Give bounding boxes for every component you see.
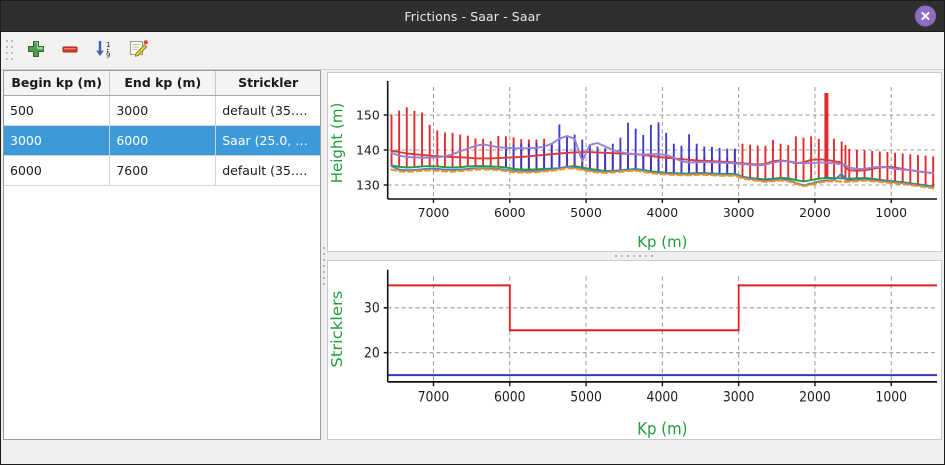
- edit-button[interactable]: [121, 36, 155, 66]
- cell-strickler[interactable]: default (35.0, …: [215, 155, 320, 186]
- add-row-button[interactable]: [19, 36, 53, 66]
- svg-text:3000: 3000: [723, 205, 755, 220]
- svg-text:3000: 3000: [723, 390, 755, 406]
- height-profile-chart[interactable]: 130 140 150 7000 6000 5000 4000 3000 2000 1000 Kp …: [327, 72, 942, 252]
- splitter-grip: [614, 255, 655, 257]
- charts-panel: 130 140 150 7000 6000 5000 4000 3000 2000 1000 Kp …: [327, 70, 944, 464]
- toolbar: 1 9: [1, 32, 944, 70]
- frictions-table-panel: Begin kp (m) End kp (m) Strickler 500 30…: [1, 70, 321, 464]
- svg-text:6000: 6000: [494, 205, 526, 220]
- cell-begin-kp[interactable]: 6000: [4, 155, 111, 186]
- cell-end-kp[interactable]: 7600: [109, 155, 217, 186]
- svg-text:6000: 6000: [494, 390, 526, 406]
- svg-text:1000: 1000: [875, 205, 907, 220]
- title-bar: Frictions - Saar - Saar: [1, 1, 944, 32]
- svg-text:140: 140: [356, 142, 380, 157]
- toolbar-drag-handle[interactable]: [5, 38, 14, 63]
- close-icon[interactable]: [915, 5, 936, 27]
- table-row[interactable]: 6000 7600 default (35.0, …: [4, 155, 320, 186]
- svg-text:20: 20: [364, 346, 380, 362]
- cell-begin-kp[interactable]: 500: [4, 95, 111, 126]
- cell-begin-kp[interactable]: 3000: [4, 125, 111, 156]
- frictions-table: Begin kp (m) End kp (m) Strickler 500 30…: [4, 71, 320, 186]
- svg-text:Kp (m): Kp (m): [637, 419, 687, 439]
- svg-text:5000: 5000: [570, 205, 602, 220]
- edit-document-icon: [127, 38, 149, 64]
- svg-text:1000: 1000: [875, 390, 907, 406]
- cell-end-kp[interactable]: 3000: [109, 95, 217, 126]
- svg-text:4000: 4000: [647, 205, 679, 220]
- svg-text:30: 30: [364, 301, 380, 317]
- svg-text:Stricklers: Stricklers: [328, 291, 346, 368]
- cell-strickler[interactable]: Saar (25.0, 15.0): [215, 125, 320, 156]
- vertical-splitter[interactable]: [321, 70, 327, 464]
- plus-icon: [26, 39, 46, 63]
- remove-row-button[interactable]: [53, 36, 87, 66]
- cell-strickler[interactable]: default (35.0, …: [215, 95, 320, 126]
- svg-text:130: 130: [356, 177, 380, 192]
- svg-text:2000: 2000: [799, 390, 831, 406]
- column-header-end-kp[interactable]: End kp (m): [109, 71, 217, 96]
- svg-text:1: 1: [106, 41, 110, 49]
- minus-icon: [60, 39, 80, 63]
- frictions-table-frame: Begin kp (m) End kp (m) Strickler 500 30…: [3, 70, 321, 440]
- svg-text:Height (m): Height (m): [328, 103, 346, 184]
- svg-text:Kp (m): Kp (m): [637, 233, 687, 251]
- svg-text:7000: 7000: [418, 205, 450, 220]
- table-header-row: Begin kp (m) End kp (m) Strickler: [4, 71, 320, 96]
- svg-text:7000: 7000: [418, 390, 450, 406]
- svg-text:2000: 2000: [799, 205, 831, 220]
- column-header-begin-kp[interactable]: Begin kp (m): [4, 71, 111, 96]
- sort-descending-icon: 1 9: [93, 38, 115, 64]
- main-body: Begin kp (m) End kp (m) Strickler 500 30…: [1, 70, 944, 464]
- column-header-strickler[interactable]: Strickler: [215, 71, 320, 96]
- table-row[interactable]: 500 3000 default (35.0, …: [4, 95, 320, 126]
- svg-text:150: 150: [356, 107, 380, 122]
- cell-end-kp[interactable]: 6000: [109, 125, 217, 156]
- sort-button[interactable]: 1 9: [87, 36, 121, 66]
- svg-text:9: 9: [106, 51, 110, 59]
- svg-text:4000: 4000: [647, 390, 679, 406]
- svg-text:5000: 5000: [570, 390, 602, 406]
- strickler-profile-chart[interactable]: 20 30 7000 6000 5000 4000 3000 2000 1000 Kp (m) St…: [327, 260, 942, 440]
- splitter-grip: [323, 247, 325, 287]
- window-title: Frictions - Saar - Saar: [404, 8, 541, 24]
- table-row[interactable]: 3000 6000 Saar (25.0, 15.0): [4, 125, 320, 156]
- horizontal-splitter[interactable]: [327, 252, 942, 260]
